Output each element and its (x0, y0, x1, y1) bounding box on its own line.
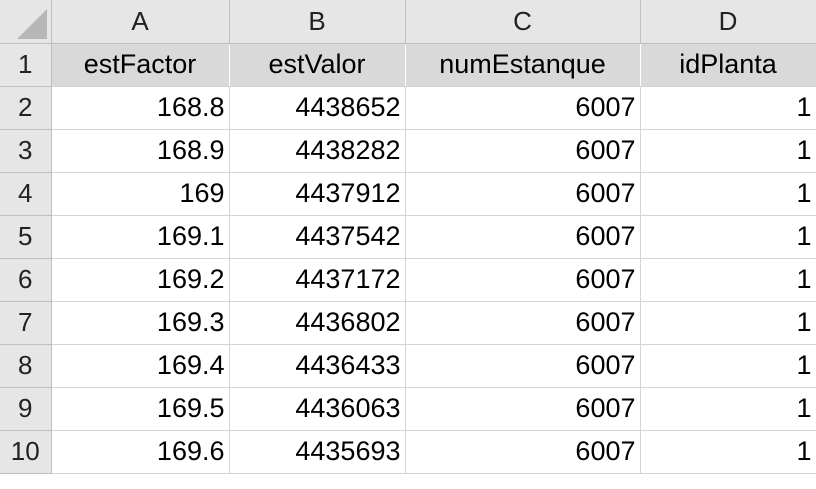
cell-idplanta[interactable]: 1 (640, 215, 816, 259)
table-header-row: 1 estFactor estValor numEstanque idPlant… (0, 43, 816, 87)
cell-numestanque[interactable]: 6007 (405, 172, 641, 216)
cell-estvalor[interactable]: 4437172 (229, 258, 406, 302)
cell-estvalor[interactable]: 4436433 (229, 344, 406, 388)
column-header-c[interactable]: C (405, 0, 641, 44)
select-all-triangle-icon (16, 8, 47, 39)
column-header-a[interactable]: A (51, 0, 230, 44)
cell-numestanque[interactable]: 6007 (405, 258, 641, 302)
header-cell-estvalor[interactable]: estValor (229, 43, 406, 87)
row-header[interactable]: 7 (0, 301, 52, 345)
cell-estfactor[interactable]: 169.5 (51, 387, 230, 431)
cell-numestanque[interactable]: 6007 (405, 129, 641, 173)
row-header[interactable]: 5 (0, 215, 52, 259)
select-all-button[interactable] (0, 0, 52, 44)
cell-estvalor[interactable]: 4438652 (229, 86, 406, 130)
cell-estvalor[interactable]: 4437912 (229, 172, 406, 216)
cell-estfactor[interactable]: 168.8 (51, 86, 230, 130)
row-header[interactable]: 3 (0, 129, 52, 173)
cell-idplanta[interactable]: 1 (640, 258, 816, 302)
cell-numestanque[interactable]: 6007 (405, 387, 641, 431)
cell-idplanta[interactable]: 1 (640, 387, 816, 431)
cell-estfactor[interactable]: 168.9 (51, 129, 230, 173)
table-row: 6 169.2 4437172 6007 1 (0, 258, 816, 302)
table-row: 3 168.9 4438282 6007 1 (0, 129, 816, 173)
cell-estfactor[interactable]: 169.2 (51, 258, 230, 302)
header-cell-estfactor[interactable]: estFactor (51, 43, 230, 87)
cell-estvalor[interactable]: 4436802 (229, 301, 406, 345)
column-header-d[interactable]: D (640, 0, 816, 44)
cell-estfactor[interactable]: 169.1 (51, 215, 230, 259)
header-cell-numestanque[interactable]: numEstanque (405, 43, 641, 87)
table-row: 5 169.1 4437542 6007 1 (0, 215, 816, 259)
row-header[interactable]: 8 (0, 344, 52, 388)
cell-idplanta[interactable]: 1 (640, 172, 816, 216)
cell-idplanta[interactable]: 1 (640, 129, 816, 173)
cell-idplanta[interactable]: 1 (640, 301, 816, 345)
column-header-row: A B C D (0, 0, 816, 44)
cell-idplanta[interactable]: 1 (640, 430, 816, 474)
row-header[interactable]: 6 (0, 258, 52, 302)
cell-numestanque[interactable]: 6007 (405, 344, 641, 388)
table-row: 2 168.8 4438652 6007 1 (0, 86, 816, 130)
cell-estvalor[interactable]: 4438282 (229, 129, 406, 173)
row-header[interactable]: 4 (0, 172, 52, 216)
table-row: 9 169.5 4436063 6007 1 (0, 387, 816, 431)
table-row: 7 169.3 4436802 6007 1 (0, 301, 816, 345)
cell-estvalor[interactable]: 4436063 (229, 387, 406, 431)
row-header[interactable]: 10 (0, 430, 52, 474)
column-header-b[interactable]: B (229, 0, 406, 44)
cell-numestanque[interactable]: 6007 (405, 430, 641, 474)
cell-estvalor[interactable]: 4437542 (229, 215, 406, 259)
cell-estfactor[interactable]: 169.6 (51, 430, 230, 474)
cell-estfactor[interactable]: 169.3 (51, 301, 230, 345)
cell-estvalor[interactable]: 4435693 (229, 430, 406, 474)
table-row: 10 169.6 4435693 6007 1 (0, 430, 816, 474)
cell-table: A B C D 1 estFactor estValor numEstanque… (0, 0, 816, 474)
cell-numestanque[interactable]: 6007 (405, 215, 641, 259)
cell-numestanque[interactable]: 6007 (405, 301, 641, 345)
row-header[interactable]: 1 (0, 43, 52, 87)
row-header[interactable]: 9 (0, 387, 52, 431)
cell-idplanta[interactable]: 1 (640, 344, 816, 388)
row-header[interactable]: 2 (0, 86, 52, 130)
header-cell-idplanta[interactable]: idPlanta (640, 43, 816, 87)
cell-idplanta[interactable]: 1 (640, 86, 816, 130)
table-row: 4 169 4437912 6007 1 (0, 172, 816, 216)
cell-estfactor[interactable]: 169.4 (51, 344, 230, 388)
table-row: 8 169.4 4436433 6007 1 (0, 344, 816, 388)
cell-numestanque[interactable]: 6007 (405, 86, 641, 130)
cell-estfactor[interactable]: 169 (51, 172, 230, 216)
